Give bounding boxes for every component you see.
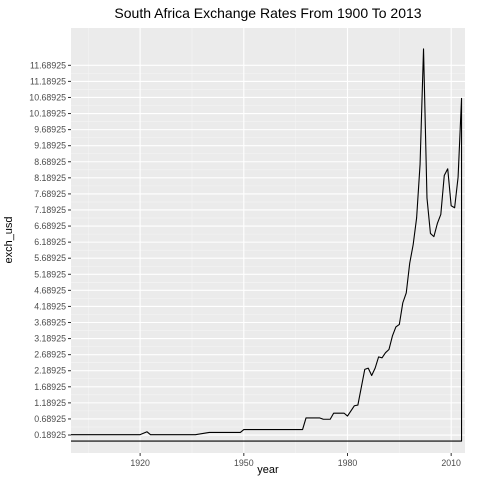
y-tick-label: 7.18925 [34,205,66,215]
x-tick-label: 2010 [441,458,461,468]
y-tick-label: 6.68925 [34,221,66,231]
y-tick-label: 4.18925 [34,301,66,311]
y-tick-label: 2.18925 [34,366,66,376]
y-tick-label: 5.68925 [34,253,66,263]
minor-gridlines [71,28,465,453]
y-tick-label: 0.18925 [34,430,66,440]
y-tick-label: 8.18925 [34,173,66,183]
y-tick-label: 8.68925 [34,157,66,167]
y-tick-label: 2.68925 [34,350,66,360]
y-tick-label: 4.68925 [34,285,66,295]
major-gridlines [71,28,465,453]
series-layer [71,48,463,442]
y-tick-label: 9.18925 [34,141,66,151]
y-tick-label: 1.18925 [34,398,66,408]
x-tick-label: 1920 [130,458,150,468]
y-tick-label: 10.18925 [29,109,66,119]
plot-panel [71,28,465,453]
y-tick-label: 10.68925 [29,92,66,102]
x-axis-title: year [257,464,279,476]
y-axis-title: exch_usd [3,216,15,263]
y-tick-label: 11.68925 [30,60,66,70]
y-tick-label: 5.18925 [34,269,66,279]
y-tick-label: 1.68925 [34,382,66,392]
y-tick-label: 7.68925 [34,189,66,199]
y-axis: 0.18925 0.68925 1.18925 1.68925 2.18925 2.689… [29,60,71,440]
x-axis: 1920 1950 1980 2010 [130,453,461,468]
chart-title: South Africa Exchange Rates From 1900 To… [114,5,421,21]
y-tick-label: 6.18925 [34,237,66,247]
y-tick-label: 3.68925 [34,318,66,328]
y-tick-label: 3.18925 [34,334,66,344]
y-tick-label: 11.18925 [30,76,66,86]
y-tick-label: 9.68925 [34,125,66,135]
series-line [71,48,463,442]
y-tick-label: 0.68925 [34,414,66,424]
x-tick-label: 1950 [234,458,254,468]
x-tick-label: 1980 [338,458,358,468]
